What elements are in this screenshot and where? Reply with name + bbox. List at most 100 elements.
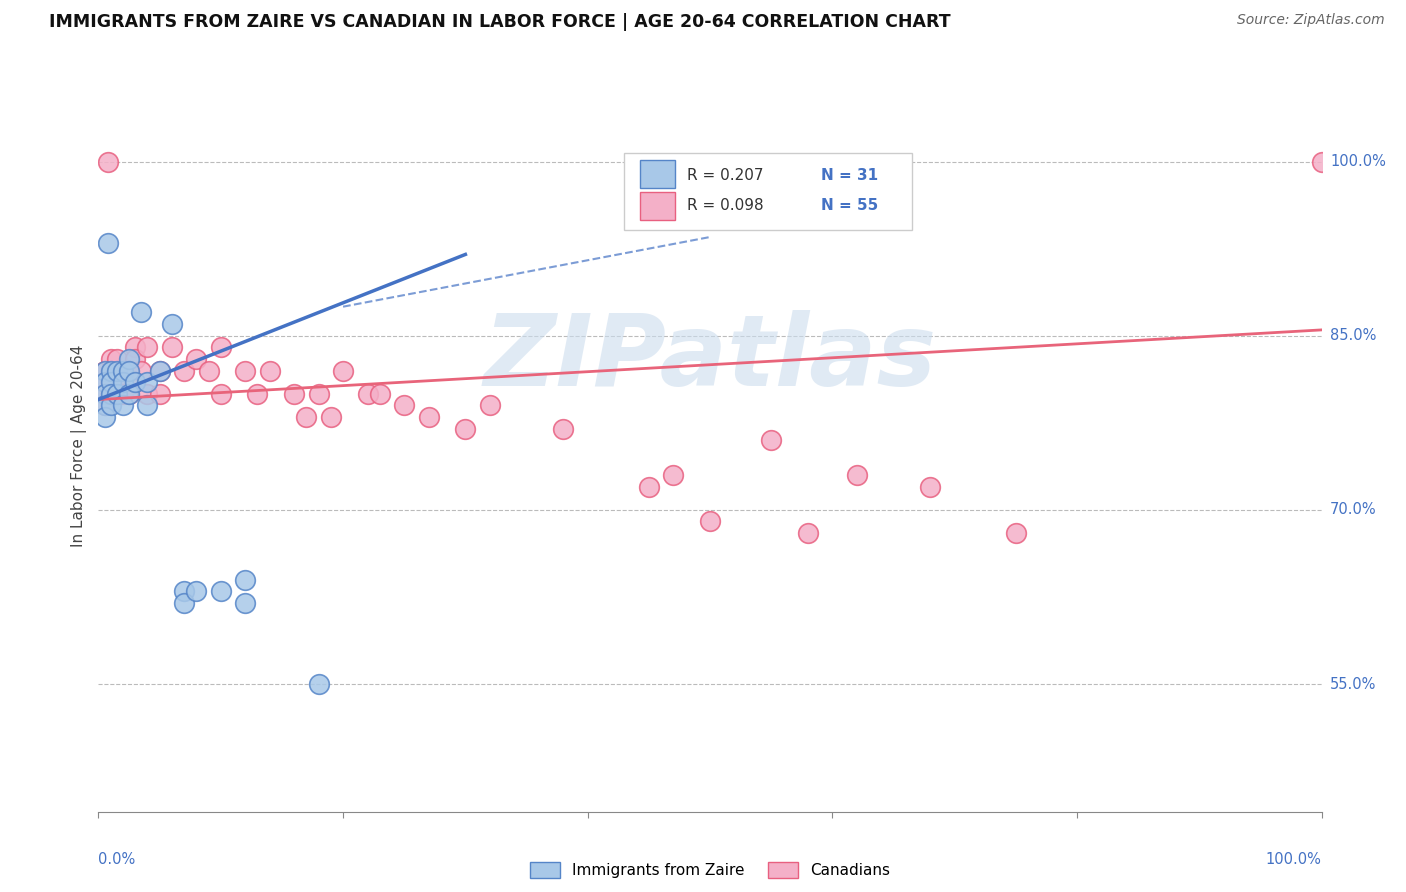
Point [105,386,128,401]
Point [105,351,128,366]
Point [136,340,159,354]
Point [920,480,942,494]
Point [93,386,115,401]
Point [209,386,232,401]
Point [149,363,172,377]
Point [662,468,685,483]
Point [173,363,195,377]
Point [118,386,141,401]
Point [246,386,269,401]
Point [124,351,146,366]
Point [111,386,134,401]
Point [197,363,219,377]
Point [356,386,378,401]
Point [233,596,256,610]
Point [160,340,183,354]
Point [93,398,115,412]
Point [100,375,122,389]
Text: IMMIGRANTS FROM ZAIRE VS CANADIAN IN LABOR FORCE | AGE 20-64 CORRELATION CHART: IMMIGRANTS FROM ZAIRE VS CANADIAN IN LAB… [49,13,950,31]
Point [186,584,208,599]
Point [93,398,115,412]
Point [259,363,281,377]
Point [173,596,195,610]
Point [368,386,391,401]
Text: 100.0%: 100.0% [1330,154,1386,169]
Point [129,363,152,377]
Point [124,375,146,389]
Point [129,305,152,319]
Point [111,363,134,377]
FancyBboxPatch shape [640,160,675,187]
Text: Source: ZipAtlas.com: Source: ZipAtlas.com [1237,13,1385,28]
Point [186,351,208,366]
Point [124,340,146,354]
Point [149,386,172,401]
Point [149,363,172,377]
Point [111,398,134,412]
Point [295,409,318,424]
Point [93,363,115,377]
Point [93,386,115,401]
Text: N = 55: N = 55 [821,198,879,213]
Text: 100.0%: 100.0% [1265,852,1322,867]
Point [111,375,134,389]
Point [761,433,783,447]
Point [699,515,721,529]
Point [283,386,305,401]
Point [93,409,115,424]
Point [100,363,122,377]
Point [100,398,122,412]
Point [100,386,122,401]
Text: 70.0%: 70.0% [1330,502,1376,517]
Point [233,573,256,587]
Point [97,154,120,169]
Point [93,363,115,377]
Point [454,421,477,435]
Text: R = 0.098: R = 0.098 [686,198,763,213]
Point [93,375,115,389]
Point [124,375,146,389]
Text: 0.0%: 0.0% [98,852,135,867]
Point [332,363,354,377]
Point [637,480,661,494]
Point [111,375,134,389]
Point [100,351,122,366]
Point [308,386,330,401]
Text: N = 31: N = 31 [821,168,879,183]
Point [160,317,183,331]
Point [418,409,440,424]
Point [100,363,122,377]
Legend: Immigrants from Zaire, Canadians: Immigrants from Zaire, Canadians [523,855,897,885]
FancyBboxPatch shape [624,153,912,230]
Text: 55.0%: 55.0% [1330,676,1376,691]
Point [118,363,141,377]
Point [1310,154,1333,169]
Point [553,421,575,435]
Point [93,363,115,377]
Point [118,363,141,377]
Point [118,351,141,366]
Point [93,375,115,389]
Point [100,386,122,401]
Point [105,386,128,401]
Point [308,677,330,691]
Text: ZIPatlas: ZIPatlas [484,310,936,407]
Point [136,386,159,401]
Text: 85.0%: 85.0% [1330,328,1376,343]
Point [392,398,416,412]
Point [173,584,195,599]
Point [319,409,342,424]
Point [209,340,232,354]
Point [100,375,122,389]
Point [97,235,120,250]
Point [105,363,128,377]
FancyBboxPatch shape [640,192,675,219]
Point [845,468,868,483]
Point [797,526,820,541]
Point [233,363,256,377]
Point [136,375,159,389]
Point [136,398,159,412]
Point [478,398,501,412]
Point [111,363,134,377]
Point [1004,526,1026,541]
